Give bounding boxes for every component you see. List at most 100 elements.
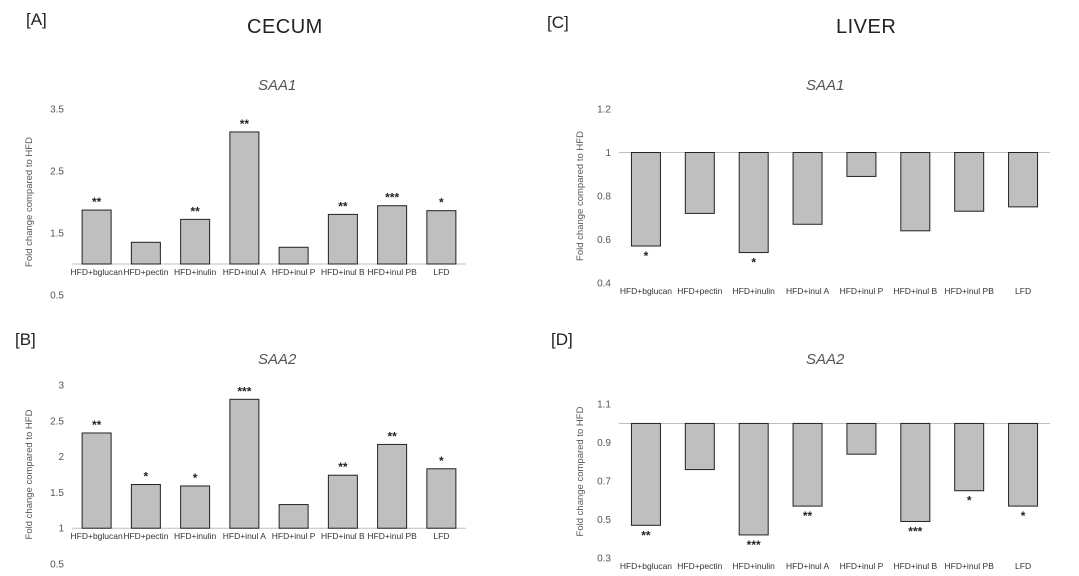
category-label: HFD+inul PB [945,561,995,571]
y-tick-label: 0.8 [597,192,611,203]
category-label: HFD+inul B [893,286,937,296]
y-tick-label: 1.1 [597,400,611,411]
category-label: HFD+inul B [893,561,937,571]
y-tick-label: 0.4 [597,279,611,290]
category-label: HFD+bglucan [71,267,123,277]
significance-label: ** [803,509,813,523]
y-axis-title: Fold change compared to HFD [24,409,35,539]
y-axis-title: Fold change compared to HFD [575,406,586,536]
bar [130,241,161,265]
significance-label: ** [338,460,348,474]
bar [792,422,823,507]
category-label: HFD+inul A [786,286,830,296]
chart-title-d: SAA2 [806,351,845,368]
bar-chart-cecum-saa2: Fold change compared to HFD 0.5 1 1.5 2 2.5 3 *… [24,381,466,571]
significance-label: * [193,471,198,485]
bar [377,443,408,529]
significance-label: ** [92,418,102,432]
bar [738,152,769,254]
bar [377,205,408,265]
category-label: HFD+inul B [321,267,365,277]
bar [1008,152,1039,208]
significance-label: * [967,494,972,508]
bar [900,422,931,522]
significance-label: *** [908,524,922,538]
bar [327,474,358,529]
significance-label: *** [237,384,251,398]
bar [900,152,931,232]
bar [954,422,985,492]
category-label: HFD+inul B [321,531,365,541]
y-tick-label: 0.7 [597,477,611,488]
bar [180,218,211,265]
category-label: HFD+inulin [733,561,776,571]
panel-label-a: [A] [26,10,47,29]
significance-label: * [644,249,649,263]
bar [278,246,309,265]
significance-label: *** [385,191,399,205]
category-label: HFD+inul PB [367,531,417,541]
bar [684,152,715,214]
bar [229,398,260,529]
bar [954,152,985,212]
category-label: HFD+inul PB [945,286,995,296]
bar [792,152,823,225]
category-label: HFD+inul P [272,531,316,541]
significance-label: ** [387,429,397,443]
bar-chart-cecum-saa1: Fold change compared to HFD 0.5 1.5 2.5 3.5 *… [24,105,466,302]
panel-label-c: [C] [547,13,569,32]
y-tick-label: 1 [58,524,64,535]
y-tick-label: 0.3 [597,554,611,565]
significance-label: * [751,256,756,270]
category-label: HFD+inul PB [367,267,417,277]
bar [81,432,112,529]
significance-label: ** [641,528,651,542]
y-tick-label: 1.5 [50,229,64,240]
y-tick-label: 2.5 [50,167,64,178]
bar [130,484,161,529]
bar [426,468,457,529]
chart-title-c: SAA1 [806,77,845,94]
significance-label: * [144,470,149,484]
category-label: HFD+inul P [840,286,884,296]
category-label: HFD+bglucan [71,531,123,541]
bar [1008,422,1039,507]
y-tick-label: 0.5 [597,515,611,526]
bar [327,213,358,265]
category-label: HFD+pectin [123,531,168,541]
significance-label: ** [190,204,200,218]
panel-label-d: [D] [551,330,573,349]
y-tick-label: 1.2 [597,105,611,116]
y-tick-label: 0.9 [597,438,611,449]
chart-title-a: SAA1 [258,77,297,94]
category-label: HFD+pectin [677,286,722,296]
y-tick-label: 0.6 [597,235,611,246]
category-label: HFD+inulin [174,531,217,541]
bar [846,152,877,177]
significance-label: * [1021,509,1026,523]
significance-label: * [439,454,444,468]
category-label: HFD+pectin [123,267,168,277]
y-tick-label: 1.5 [50,488,64,499]
y-tick-label: 3.5 [50,105,64,116]
category-label: HFD+inul P [840,561,884,571]
bar [81,209,112,265]
chart-title-b: SAA2 [258,351,297,368]
y-tick-label: 2.5 [50,416,64,427]
bar-chart-liver-saa1: Fold change compared to HFD 0.4 0.6 0.8 1 1.2… [575,105,1050,296]
bar [738,422,769,536]
bar [426,210,457,265]
bar [278,504,309,529]
bar [630,422,661,526]
significance-label: ** [240,117,250,131]
y-tick-label: 2 [58,452,64,463]
category-label: HFD+inul A [786,561,830,571]
category-label: HFD+bglucan [620,286,672,296]
bar-chart-liver-saa2: Fold change compared to HFD 0.3 0.5 0.7 0.9 1… [575,400,1050,571]
category-label: HFD+pectin [677,561,722,571]
y-tick-label: 0.5 [50,291,64,302]
significance-label: *** [747,538,761,552]
category-label: HFD+inul P [272,267,316,277]
bar [229,131,260,265]
bar [846,422,877,455]
